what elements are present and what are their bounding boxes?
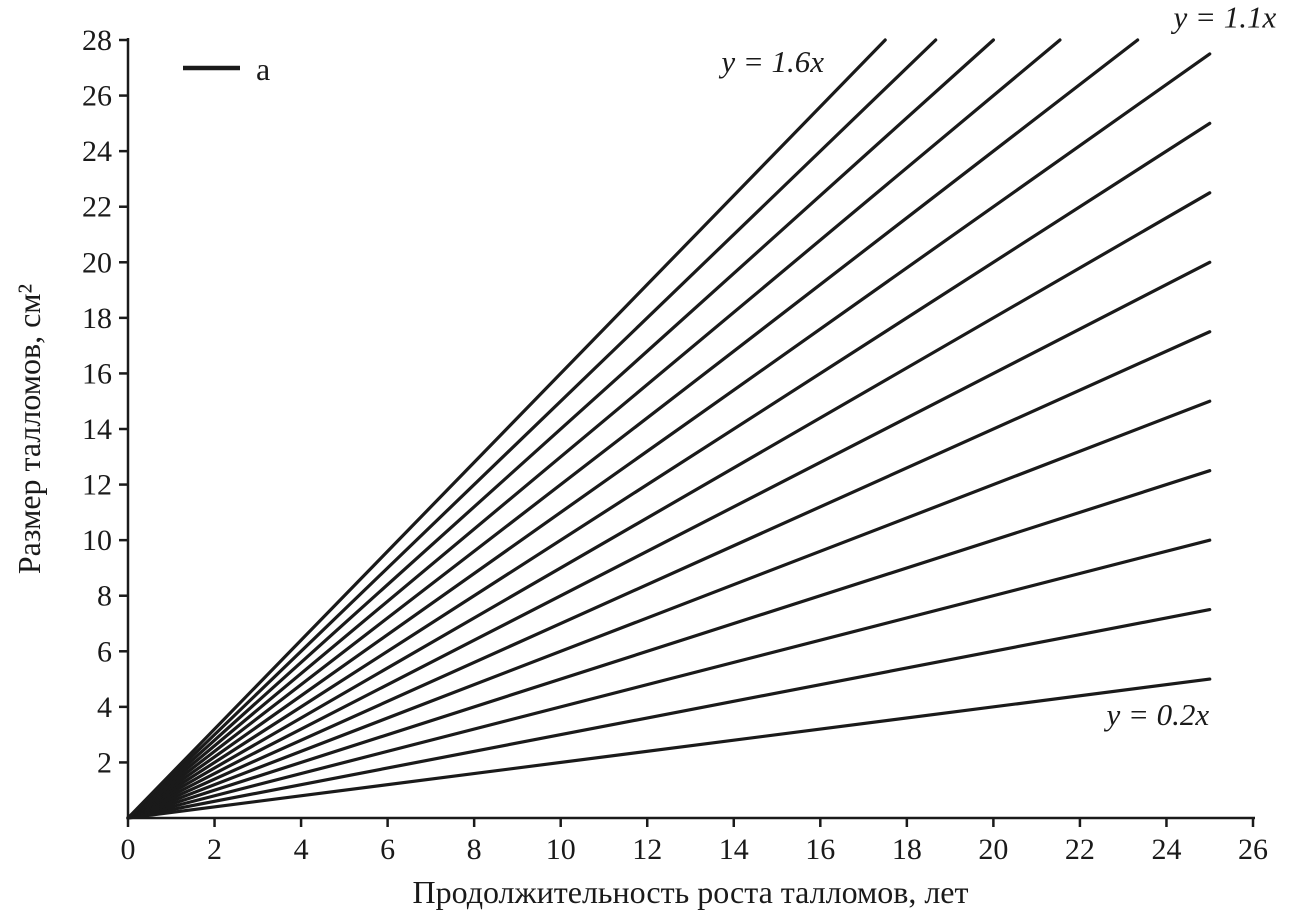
y-tick-label: 24	[82, 135, 112, 168]
series-line-12	[126, 38, 995, 820]
x-tick-label: 6	[380, 833, 395, 866]
x-tick-label: 0	[121, 833, 136, 866]
series-line-10	[126, 38, 1140, 820]
series-line-11	[126, 38, 1062, 820]
series-line-3	[126, 469, 1212, 820]
series-line-14	[126, 38, 887, 820]
y-tick-label: 18	[82, 302, 112, 335]
y-axis-title: Размер талломов, см²	[11, 284, 47, 574]
annotation-label: y = 0.2x	[1103, 697, 1209, 732]
annotation-label: y = 1.6x	[718, 44, 824, 79]
series-line-8	[126, 121, 1212, 820]
x-tick-label: 26	[1238, 833, 1268, 866]
y-tick-label: 16	[82, 357, 112, 390]
y-tick-label: 4	[97, 691, 112, 724]
x-axis-title: Продолжительность роста талломов, лет	[413, 874, 969, 910]
series-line-6	[126, 260, 1212, 820]
axis-ticks: 0 2 4 6 8 10 12 14 16 18 20 22 24 2624681012141618202…	[82, 24, 1268, 866]
x-tick-label: 22	[1065, 833, 1095, 866]
y-tick-label: 28	[82, 24, 112, 57]
series-line-7	[126, 191, 1212, 820]
y-tick-label: 8	[97, 580, 112, 613]
x-tick-label: 24	[1151, 833, 1181, 866]
y-tick-label: 14	[82, 413, 112, 446]
series-line-4	[126, 399, 1212, 820]
series-line-13	[126, 38, 938, 820]
y-tick-label: 10	[82, 524, 112, 557]
x-tick-label: 14	[719, 833, 749, 866]
axes	[126, 38, 1255, 820]
y-tick-label: 20	[82, 246, 112, 279]
series-lines	[126, 38, 1212, 820]
series-line-9	[126, 52, 1212, 820]
x-tick-label: 16	[805, 833, 835, 866]
x-tick-label: 8	[467, 833, 482, 866]
legend: а	[183, 51, 270, 87]
axis-labels: Продолжительность роста талломов, лет Раз…	[11, 284, 969, 910]
x-tick-label: 2	[207, 833, 222, 866]
y-tick-label: 22	[82, 191, 112, 224]
x-tick-label: 4	[294, 833, 309, 866]
series-line-5	[126, 330, 1212, 820]
y-tick-label: 26	[82, 80, 112, 113]
series-line-2	[126, 538, 1212, 820]
series-line-1	[126, 608, 1212, 820]
x-tick-label: 20	[978, 833, 1008, 866]
series-line-0	[126, 677, 1212, 820]
y-tick-label: 6	[97, 635, 112, 668]
y-tick-label: 2	[97, 746, 112, 779]
x-tick-label: 10	[546, 833, 576, 866]
annotations: y = 1.6x y = 1.1x y = 0.2x	[718, 0, 1276, 732]
legend-label: а	[256, 51, 270, 87]
annotation-label: y = 1.1x	[1171, 0, 1277, 34]
x-tick-label: 18	[892, 833, 922, 866]
y-tick-label: 12	[82, 469, 112, 502]
x-tick-label: 12	[632, 833, 662, 866]
